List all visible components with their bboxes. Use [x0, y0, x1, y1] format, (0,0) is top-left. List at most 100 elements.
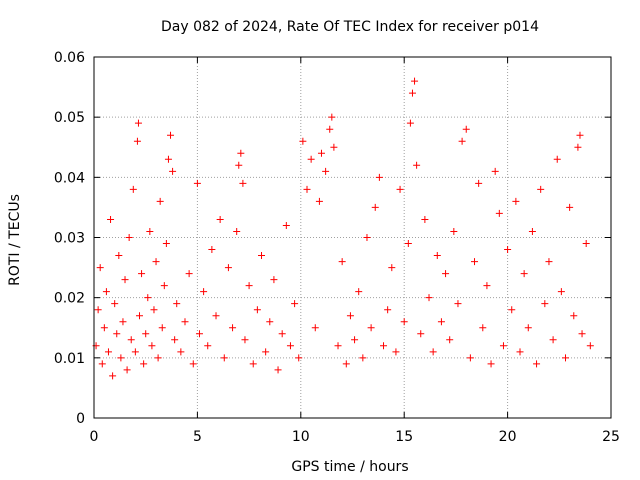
data-point	[475, 179, 483, 187]
x-tick-label: 25	[602, 429, 620, 445]
data-point	[363, 234, 371, 241]
data-point	[442, 270, 450, 278]
y-tick-label: 0.05	[54, 110, 85, 126]
data-point	[384, 306, 392, 314]
data-point	[458, 137, 466, 145]
data-point	[367, 324, 375, 332]
data-point	[177, 348, 185, 356]
data-point	[200, 288, 208, 296]
data-point	[262, 348, 270, 356]
x-tick-label: 15	[395, 429, 413, 445]
data-point	[574, 143, 582, 151]
data-point	[512, 197, 520, 205]
data-point	[406, 119, 414, 127]
data-point	[549, 336, 557, 344]
data-point	[241, 336, 249, 344]
data-point	[220, 354, 228, 362]
data-point	[553, 155, 561, 163]
data-point	[208, 246, 216, 254]
data-point	[351, 336, 359, 344]
data-point	[495, 209, 503, 217]
data-point	[100, 324, 108, 332]
data-point	[104, 348, 112, 356]
data-point	[295, 354, 303, 362]
data-point	[169, 167, 177, 175]
data-point	[266, 318, 274, 326]
data-point	[278, 330, 286, 338]
data-point	[131, 348, 139, 356]
data-point	[171, 336, 179, 344]
data-point	[249, 360, 257, 368]
data-point	[570, 312, 578, 320]
data-point	[181, 318, 189, 326]
y-tick-label: 0.04	[54, 170, 85, 186]
data-point	[117, 354, 125, 362]
data-point	[164, 155, 172, 163]
data-point	[388, 264, 396, 272]
data-point	[454, 300, 462, 308]
data-point	[483, 282, 491, 290]
data-point	[102, 288, 110, 296]
data-point	[307, 155, 315, 163]
data-point	[303, 185, 311, 193]
data-point	[152, 258, 160, 266]
data-point	[392, 348, 400, 356]
data-point	[291, 300, 299, 308]
x-tick-label: 20	[499, 429, 517, 445]
data-point	[142, 330, 150, 338]
data-point	[408, 89, 416, 97]
data-point	[446, 336, 454, 344]
data-point	[140, 360, 148, 368]
data-point	[134, 119, 142, 127]
data-point	[338, 258, 346, 266]
y-tick-label: 0.03	[54, 231, 85, 247]
data-point	[562, 354, 570, 362]
data-point	[437, 318, 445, 326]
data-point	[135, 312, 143, 320]
data-point	[148, 342, 156, 350]
data-point	[411, 77, 419, 85]
data-point	[322, 167, 330, 175]
data-point	[537, 185, 545, 193]
data-point	[400, 318, 408, 326]
data-point	[167, 131, 175, 139]
data-point	[328, 113, 336, 121]
data-point	[299, 137, 307, 145]
data-point	[154, 354, 162, 362]
data-point	[516, 348, 524, 356]
data-point	[524, 324, 532, 332]
data-point	[450, 227, 458, 235]
data-point	[421, 215, 429, 223]
data-point	[193, 179, 201, 187]
data-point	[566, 203, 574, 211]
data-point	[160, 282, 168, 290]
data-point	[115, 252, 123, 260]
data-point	[158, 324, 166, 332]
data-point	[125, 234, 133, 241]
data-point	[541, 300, 549, 308]
data-point	[326, 125, 334, 133]
data-point	[425, 294, 433, 302]
data-point	[578, 330, 586, 338]
data-point	[375, 173, 383, 181]
data-point	[119, 318, 127, 326]
y-tick-label: 0	[76, 411, 85, 427]
data-point	[355, 288, 363, 296]
chart-title: Day 082 of 2024, Rate Of TEC Index for r…	[161, 19, 539, 35]
x-tick-label: 10	[292, 429, 310, 445]
data-point	[404, 240, 412, 248]
data-point	[342, 360, 350, 368]
data-point	[274, 366, 282, 374]
data-point	[185, 270, 193, 278]
data-point	[133, 137, 141, 145]
data-point	[466, 354, 474, 362]
data-point	[545, 258, 553, 266]
data-point	[586, 342, 594, 350]
data-point	[499, 342, 507, 350]
data-point	[528, 227, 536, 235]
data-point	[107, 215, 115, 223]
data-point	[111, 300, 119, 308]
data-point	[253, 306, 261, 314]
x-tick-label: 0	[90, 429, 99, 445]
